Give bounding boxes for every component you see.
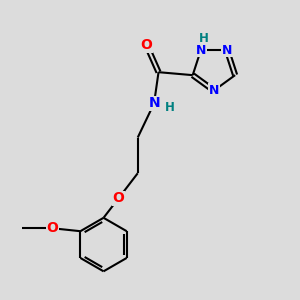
Text: N: N [148, 96, 160, 110]
Text: O: O [141, 38, 153, 52]
Text: N: N [196, 44, 206, 57]
Text: N: N [222, 44, 232, 57]
Text: O: O [112, 191, 124, 206]
Text: H: H [165, 101, 175, 114]
Text: H: H [199, 32, 209, 45]
Text: N: N [209, 84, 219, 97]
Text: O: O [46, 221, 58, 235]
